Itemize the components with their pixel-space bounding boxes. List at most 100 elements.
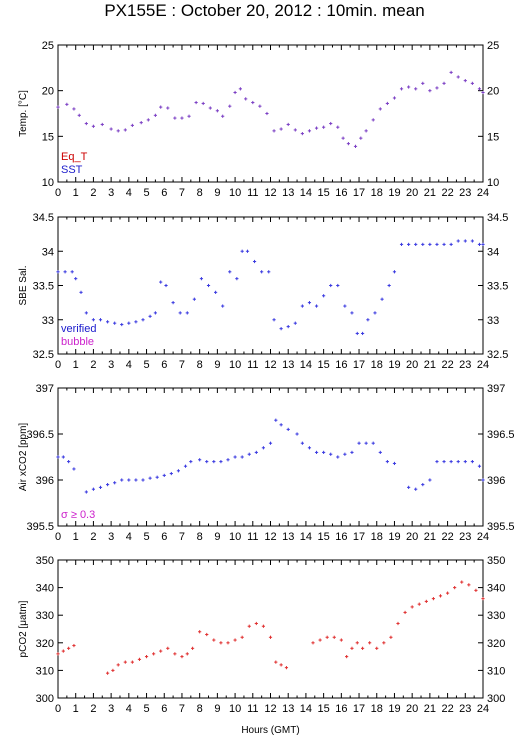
y-tick-label: 395.5 bbox=[26, 521, 54, 533]
y-tick-label-right: 20 bbox=[487, 86, 499, 98]
x-tick-label: 15 bbox=[318, 187, 330, 199]
x-tick-label: 12 bbox=[264, 187, 276, 199]
data-point bbox=[407, 242, 411, 246]
y-tick-label: 330 bbox=[36, 610, 54, 622]
x-tick-label: 3 bbox=[108, 703, 114, 715]
series-temp bbox=[56, 70, 485, 148]
data-point bbox=[343, 452, 347, 456]
x-tick-label: 5 bbox=[143, 531, 149, 543]
x-tick-label: 9 bbox=[214, 531, 220, 543]
data-point bbox=[61, 455, 65, 459]
data-point bbox=[155, 475, 159, 479]
x-tick-label: 13 bbox=[282, 703, 294, 715]
data-point bbox=[113, 321, 117, 325]
data-point bbox=[98, 485, 103, 489]
data-point bbox=[345, 655, 349, 659]
x-tick-label: 2 bbox=[90, 531, 96, 543]
x-tick-label: 9 bbox=[214, 359, 220, 371]
data-point bbox=[435, 86, 439, 90]
x-tick-label: 22 bbox=[441, 531, 453, 543]
legend-entry-eq-t: Eq_T bbox=[61, 151, 88, 163]
x-tick-label: 10 bbox=[229, 531, 241, 543]
data-point bbox=[279, 127, 283, 131]
y-tick-label: 340 bbox=[36, 583, 54, 595]
y-tick-label: 396.5 bbox=[26, 429, 54, 441]
data-point bbox=[407, 485, 411, 489]
data-point bbox=[286, 427, 290, 431]
data-point bbox=[467, 583, 471, 587]
data-point bbox=[360, 646, 365, 650]
data-point bbox=[268, 441, 273, 445]
y-tick-label-right: 396 bbox=[487, 475, 505, 487]
data-point bbox=[293, 321, 297, 325]
data-point bbox=[382, 641, 386, 645]
data-point bbox=[72, 643, 76, 648]
data-point bbox=[355, 331, 359, 336]
data-point bbox=[212, 638, 216, 642]
x-tick-label: 1 bbox=[73, 531, 79, 543]
data-point bbox=[456, 239, 460, 243]
data-point bbox=[254, 450, 258, 454]
x-tick-label: 22 bbox=[441, 359, 453, 371]
x-tick-label: 1 bbox=[73, 187, 79, 199]
data-point bbox=[212, 460, 216, 464]
y-tick-label: 350 bbox=[36, 555, 54, 567]
y-tick-label-right: 25 bbox=[487, 40, 499, 52]
x-tick-label: 10 bbox=[229, 703, 241, 715]
x-tick-label: 7 bbox=[179, 531, 185, 543]
data-point bbox=[355, 641, 359, 645]
data-point bbox=[421, 483, 425, 487]
data-point bbox=[407, 85, 411, 89]
data-point bbox=[387, 283, 391, 288]
data-point bbox=[240, 249, 244, 253]
data-point bbox=[173, 116, 177, 120]
x-tick-label: 15 bbox=[318, 359, 330, 371]
panel-pco2: 0 1 2 3 4 5 6 7 8 9 10 11 12 13 14 15 16 17 18 19 20 21 22 23 24… bbox=[18, 555, 505, 715]
data-point bbox=[215, 109, 219, 113]
x-tick-label: 14 bbox=[300, 703, 312, 715]
data-point bbox=[238, 87, 242, 91]
x-tick-label: 2 bbox=[90, 359, 96, 371]
data-point bbox=[134, 478, 138, 482]
panel-xco2: 0 1 2 3 4 5 6 7 8 9 10 11 12 13 14 15 16 17 18 19 20 21 22 23 24… bbox=[18, 383, 515, 543]
data-point bbox=[378, 450, 382, 454]
x-tick-label: 23 bbox=[459, 703, 471, 715]
data-point bbox=[318, 638, 322, 642]
data-point bbox=[481, 597, 485, 601]
data-point bbox=[189, 460, 193, 464]
data-point bbox=[130, 123, 134, 127]
data-point bbox=[116, 129, 120, 133]
y-axis-label: SBE Sal. bbox=[18, 265, 29, 305]
data-point bbox=[120, 322, 124, 327]
data-point bbox=[123, 128, 127, 132]
page-title: PX155E : October 20, 2012 : 10min. mean bbox=[104, 1, 425, 20]
data-point bbox=[474, 588, 478, 592]
x-tick-label: 4 bbox=[126, 531, 132, 543]
y-tick-label-right: 32.5 bbox=[487, 349, 508, 361]
data-point bbox=[192, 297, 196, 301]
data-point bbox=[399, 87, 404, 91]
x-tick-label: 16 bbox=[335, 703, 347, 715]
data-point bbox=[373, 311, 377, 315]
data-point bbox=[205, 460, 209, 464]
data-point bbox=[314, 450, 319, 454]
data-point bbox=[152, 652, 156, 656]
data-point bbox=[371, 118, 375, 122]
data-point bbox=[233, 90, 237, 95]
y-tick-label: 32.5 bbox=[33, 349, 54, 361]
data-point bbox=[252, 259, 257, 264]
data-point bbox=[399, 242, 404, 246]
data-point bbox=[141, 318, 145, 322]
data-point bbox=[279, 327, 283, 331]
x-tick-label: 18 bbox=[371, 531, 383, 543]
data-point bbox=[293, 128, 297, 132]
x-tick-label: 21 bbox=[424, 359, 436, 371]
data-point bbox=[428, 89, 432, 93]
data-point bbox=[91, 487, 96, 491]
data-point bbox=[424, 599, 428, 603]
x-tick-label: 13 bbox=[282, 359, 294, 371]
x-tick-label: 24 bbox=[477, 359, 489, 371]
panel-temp: 0 1 2 3 4 5 6 7 8 9 10 11 12 13 14 15 16 17 18 19 20 21 22 23 24… bbox=[18, 40, 499, 199]
data-point bbox=[392, 270, 397, 274]
x-tick-label: 24 bbox=[477, 703, 489, 715]
